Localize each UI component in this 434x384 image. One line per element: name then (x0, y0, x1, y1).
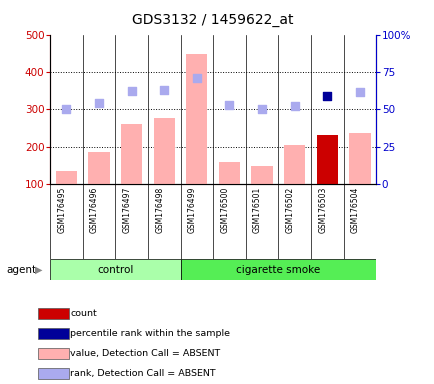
Bar (50, 259, 180, 280)
Text: ▶: ▶ (35, 265, 43, 275)
Text: GSM176504: GSM176504 (350, 187, 359, 233)
Text: GDS3132 / 1459622_at: GDS3132 / 1459622_at (132, 13, 293, 27)
Text: cigarette smoke: cigarette smoke (236, 265, 320, 275)
Bar (349, 133, 370, 184)
Text: count: count (70, 309, 97, 318)
Point (356, 89, 363, 95)
Text: GSM176497: GSM176497 (122, 187, 131, 233)
Bar (121, 124, 142, 184)
Text: GSM176502: GSM176502 (285, 187, 294, 233)
Point (193, 74, 200, 81)
Point (323, 93, 330, 99)
Bar (37, 308, 68, 319)
Bar (37, 368, 68, 379)
Bar (218, 162, 240, 184)
Bar (37, 328, 68, 339)
Point (62, 106, 69, 113)
Bar (186, 55, 207, 184)
Text: control: control (97, 265, 133, 275)
Text: GSM176503: GSM176503 (318, 187, 326, 233)
Point (258, 106, 265, 113)
Bar (88, 152, 109, 184)
Text: GSM176498: GSM176498 (155, 187, 164, 233)
Text: GSM176495: GSM176495 (57, 187, 66, 233)
Bar (56, 171, 77, 184)
Text: GSM176499: GSM176499 (187, 187, 196, 233)
Point (95, 100, 102, 106)
Point (128, 88, 135, 94)
Bar (316, 135, 337, 184)
Bar (153, 118, 174, 184)
Text: value, Detection Call = ABSENT: value, Detection Call = ABSENT (70, 349, 220, 358)
Bar (251, 166, 272, 184)
Point (161, 87, 168, 93)
Bar (180, 259, 375, 280)
Text: percentile rank within the sample: percentile rank within the sample (70, 329, 230, 338)
Text: agent: agent (7, 265, 36, 275)
Text: GSM176501: GSM176501 (253, 187, 261, 233)
Point (226, 102, 233, 108)
Bar (37, 348, 68, 359)
Text: GSM176500: GSM176500 (220, 187, 229, 233)
Bar (283, 146, 305, 184)
Text: rank, Detection Call = ABSENT: rank, Detection Call = ABSENT (70, 369, 215, 378)
Point (290, 103, 297, 109)
Text: GSM176496: GSM176496 (90, 187, 99, 233)
